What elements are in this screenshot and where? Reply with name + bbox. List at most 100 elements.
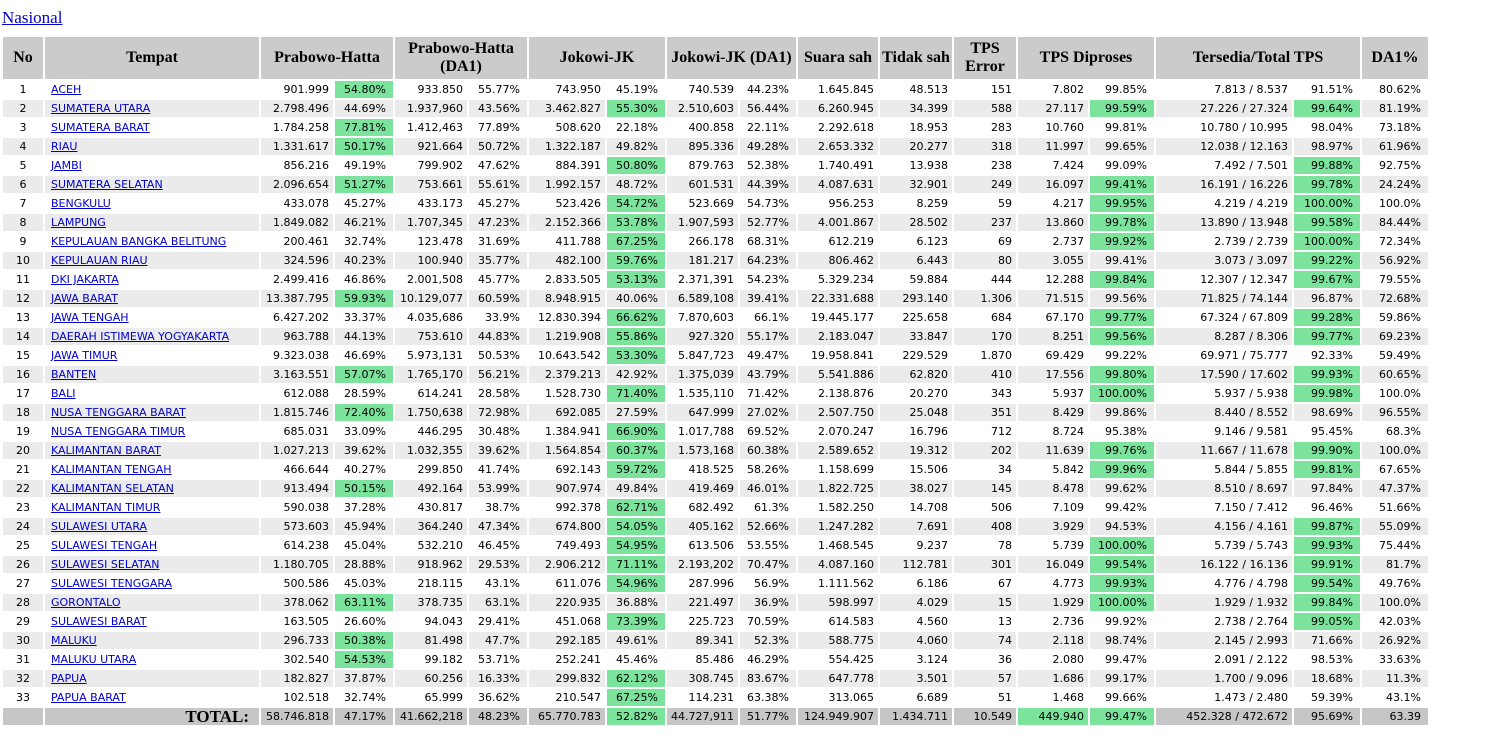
province-link[interactable]: SULAWESI UTARA: [51, 519, 148, 533]
prabowo-da1-percent-cell: 35.77%: [469, 251, 527, 269]
province-link[interactable]: KALIMANTAN BARAT: [51, 443, 161, 457]
prabowo-da1-percent-cell: 60.59%: [469, 289, 527, 307]
jokowi-da1-percent-cell: 52.38%: [739, 156, 796, 174]
province-link[interactable]: PAPUA BARAT: [51, 690, 126, 704]
province-link[interactable]: MALUKU UTARA: [51, 652, 137, 666]
tidak-sah-cell: 4.029: [879, 593, 952, 611]
province-link[interactable]: SULAWESI TENGAH: [51, 538, 158, 552]
tersedia-percent-cell: 99.22%: [1293, 251, 1360, 269]
province-link[interactable]: SUMATERA SELATAN: [51, 177, 163, 191]
province-link[interactable]: NUSA TENGGARA TIMUR: [51, 424, 186, 438]
prabowo-da1-votes-cell: 799.902: [395, 156, 467, 174]
province-link[interactable]: ACEH: [51, 82, 82, 96]
row-number-cell: 16: [3, 365, 43, 383]
prabowo-da1-votes-cell: 378.735: [395, 593, 467, 611]
tps-diproses-percent-cell: 100.00%: [1089, 593, 1154, 611]
province-link[interactable]: SUMATERA BARAT: [51, 120, 150, 134]
jokowi-da1-votes-cell: 2.371,391: [667, 270, 738, 288]
table-row: 19 NUSA TENGGARA TIMUR 685.031 33.09% 446.29…: [3, 422, 1428, 440]
province-link[interactable]: KALIMANTAN SELATAN: [51, 481, 174, 495]
tersedia-total-cell: 3.073 / 3.097: [1155, 251, 1292, 269]
jokowi-da1-percent-cell: 46.01%: [739, 479, 796, 497]
prabowo-percent-cell: 45.04%: [335, 536, 393, 554]
jokowi-percent-cell: 62.71%: [607, 498, 665, 516]
prabowo-percent-cell: 45.94%: [335, 517, 393, 535]
province-link[interactable]: NUSA TENGGARA BARAT: [51, 405, 186, 419]
province-link[interactable]: KEPULAUAN RIAU: [51, 253, 148, 267]
prabowo-da1-votes-cell: 921.664: [395, 137, 467, 155]
tersedia-total-cell: 71.825 / 74.144: [1155, 289, 1292, 307]
province-link[interactable]: KALIMANTAN TIMUR: [51, 500, 161, 514]
province-link[interactable]: JAMBI: [51, 158, 82, 172]
jokowi-da1-votes-cell: 5.847,723: [667, 346, 738, 364]
table-row: 27 SULAWESI TENGGARA 500.586 45.03% 218.115 4…: [3, 574, 1428, 592]
prabowo-votes-cell: 590.038: [261, 498, 333, 516]
province-link[interactable]: JAWA TIMUR: [51, 348, 118, 362]
table-row: 8 LAMPUNG 1.849.082 46.21% 1.707,345 47.23% 2.…: [3, 213, 1428, 231]
tps-diproses-cell: 17.556: [1017, 365, 1088, 383]
tersedia-total-cell: 5.739 / 5.743: [1155, 536, 1292, 554]
province-link[interactable]: BENGKULU: [51, 196, 111, 210]
row-number-cell: 2: [3, 99, 43, 117]
tps-diproses-percent-cell: 99.59%: [1089, 99, 1154, 117]
province-link[interactable]: RIAU: [51, 139, 78, 153]
tersedia-percent-cell: 97.84%: [1293, 479, 1360, 497]
province-link[interactable]: MALUKU: [51, 633, 97, 647]
tersedia-percent-cell: 98.69%: [1293, 403, 1360, 421]
jokowi-percent-cell: 66.62%: [607, 308, 665, 326]
tps-diproses-cell: 67.170: [1017, 308, 1088, 326]
total-jokowi-votes-cell: 65.770.783: [529, 707, 605, 725]
province-cell: SUMATERA BARAT: [45, 118, 259, 136]
table-row: 9 KEPULAUAN BANGKA BELITUNG 200.461 32.74% 1…: [3, 232, 1428, 250]
province-link[interactable]: GORONTALO: [51, 595, 121, 609]
tersedia-total-cell: 4.776 / 4.798: [1155, 574, 1292, 592]
province-link[interactable]: SULAWESI TENGGARA: [51, 576, 173, 590]
province-link[interactable]: BANTEN: [51, 367, 97, 381]
province-link[interactable]: DAERAH ISTIMEWA YOGYAKARTA: [51, 329, 230, 343]
province-link[interactable]: JAWA BARAT: [51, 291, 118, 305]
province-link[interactable]: JAWA TENGAH: [51, 310, 129, 324]
province-link[interactable]: SUMATERA UTARA: [51, 101, 151, 115]
table-row: 25 SULAWESI TENGAH 614.238 45.04% 532.210 46.…: [3, 536, 1428, 554]
row-number-cell: 15: [3, 346, 43, 364]
tersedia-total-cell: 8.510 / 8.697: [1155, 479, 1292, 497]
prabowo-votes-cell: 3.163.551: [261, 365, 333, 383]
tps-diproses-percent-cell: 99.96%: [1089, 460, 1154, 478]
province-link[interactable]: KALIMANTAN TENGAH: [51, 462, 172, 476]
table-row: 23 KALIMANTAN TIMUR 590.038 37.28% 430.817 38…: [3, 498, 1428, 516]
jokowi-da1-percent-cell: 43.79%: [739, 365, 796, 383]
prabowo-da1-votes-cell: 364.240: [395, 517, 467, 535]
nasional-link[interactable]: Nasional: [2, 8, 63, 27]
suara-sah-cell: 806.462: [797, 251, 878, 269]
prabowo-percent-cell: 28.59%: [335, 384, 393, 402]
jokowi-percent-cell: 53.30%: [607, 346, 665, 364]
prabowo-da1-percent-cell: 31.69%: [469, 232, 527, 250]
jokowi-votes-cell: 12.830.394: [529, 308, 605, 326]
da1-percent-cell: 61.96%: [1361, 137, 1428, 155]
tps-diproses-cell: 5.842: [1017, 460, 1088, 478]
jokowi-votes-cell: 523.426: [529, 194, 605, 212]
jokowi-da1-votes-cell: 308.745: [667, 669, 738, 687]
province-link[interactable]: SULAWESI BARAT: [51, 614, 147, 628]
tps-error-cell: 80: [953, 251, 1016, 269]
prabowo-votes-cell: 614.238: [261, 536, 333, 554]
row-number-cell: 23: [3, 498, 43, 516]
province-link[interactable]: LAMPUNG: [51, 215, 106, 229]
da1-percent-cell: 33.63%: [1361, 650, 1428, 668]
prabowo-da1-votes-cell: 2.001,508: [395, 270, 467, 288]
province-link[interactable]: DKI JAKARTA: [51, 272, 119, 286]
jokowi-da1-percent-cell: 36.9%: [739, 593, 796, 611]
suara-sah-cell: 2.138.876: [797, 384, 878, 402]
jokowi-da1-percent-cell: 22.11%: [739, 118, 796, 136]
province-link[interactable]: BALI: [51, 386, 76, 400]
tersedia-total-cell: 7.492 / 7.501: [1155, 156, 1292, 174]
province-link[interactable]: KEPULAUAN BANGKA BELITUNG: [51, 234, 227, 248]
tps-diproses-percent-cell: 99.77%: [1089, 308, 1154, 326]
prabowo-votes-cell: 9.323.038: [261, 346, 333, 364]
jokowi-da1-percent-cell: 55.17%: [739, 327, 796, 345]
tidak-sah-cell: 293.140: [879, 289, 952, 307]
province-link[interactable]: SULAWESI SELATAN: [51, 557, 160, 571]
province-link[interactable]: PAPUA: [51, 671, 87, 685]
jokowi-da1-percent-cell: 69.52%: [739, 422, 796, 440]
prabowo-votes-cell: 296.733: [261, 631, 333, 649]
